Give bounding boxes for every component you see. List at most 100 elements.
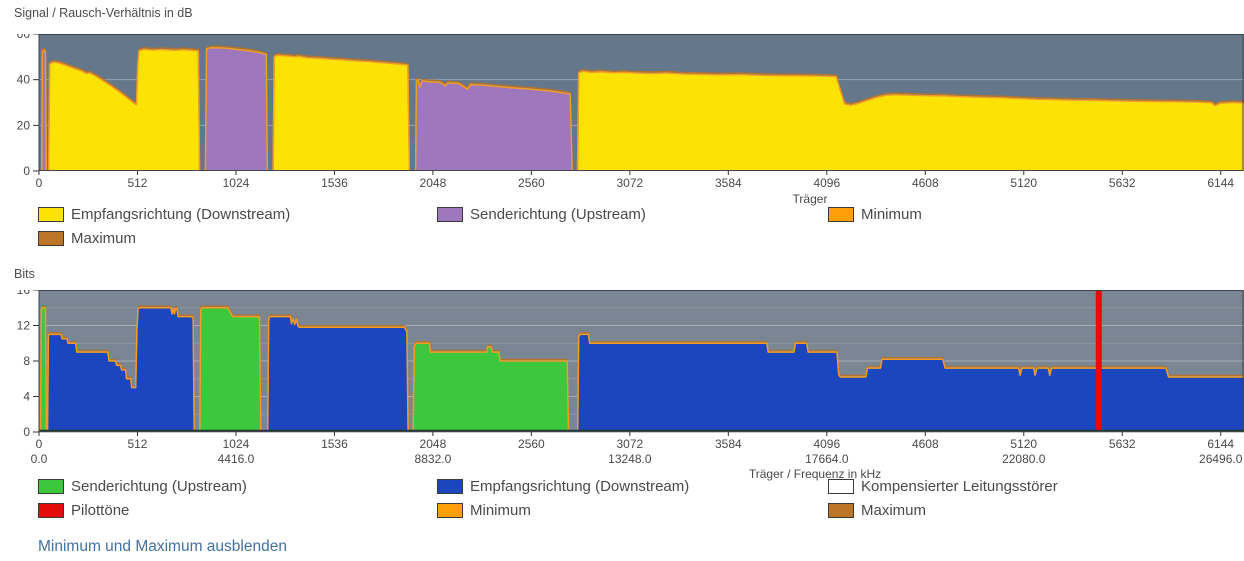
y-tick-label: 20 bbox=[17, 118, 31, 132]
area-segment-upstream-band-1 bbox=[199, 307, 261, 432]
x-tick-label: 2560 bbox=[518, 176, 545, 190]
x-axis-label: Träger bbox=[793, 192, 828, 206]
min-line-upstream-band-0 bbox=[39, 307, 48, 433]
legend-item: Kompensierter Leitungsstörer bbox=[828, 478, 1244, 495]
area-segment-downstream-band-2 bbox=[273, 55, 410, 172]
legend-swatch-icon bbox=[38, 231, 64, 246]
x-tick-label: 6144 bbox=[1207, 437, 1234, 451]
x-tick-label: 1024 bbox=[223, 437, 250, 451]
max-line-downstream-band-1 bbox=[47, 47, 201, 170]
x-freq-label: 13248.0 bbox=[608, 452, 652, 466]
x-tick-label: 4096 bbox=[813, 437, 840, 451]
min-line-upstream-band-1 bbox=[199, 307, 262, 433]
x-tick-label: 3584 bbox=[715, 176, 742, 190]
x-tick-label: 1024 bbox=[223, 176, 250, 190]
area-segment-downstream-band-2 bbox=[267, 316, 409, 432]
legend-item: Empfangsrichtung (Downstream) bbox=[437, 478, 828, 495]
x-tick-label: 512 bbox=[127, 437, 147, 451]
area-segment-upstream-band-0 bbox=[40, 307, 47, 432]
snr-chart: 0 20 40 60 0 512 1024 1536 2048 2560 3072 3584 4096 4… bbox=[17, 34, 1244, 206]
x-freq-label: 4416.0 bbox=[218, 452, 255, 466]
snr-chart-title: Signal / Rausch-Verhältnis in dB bbox=[14, 6, 193, 20]
x-tick-label: 5632 bbox=[1109, 176, 1136, 190]
x-tick-label: 6144 bbox=[1207, 176, 1234, 190]
min-line-downstream-band-2 bbox=[272, 54, 411, 172]
legend-label: Senderichtung (Upstream) bbox=[71, 478, 247, 495]
min-line-upstream-band-2 bbox=[414, 78, 573, 172]
legend-swatch-icon bbox=[38, 207, 64, 222]
legend-label: Senderichtung (Upstream) bbox=[470, 206, 646, 223]
legend-item: Maximum bbox=[828, 502, 1244, 519]
y-tick-label: 8 bbox=[23, 354, 30, 368]
legend-label: Maximum bbox=[861, 502, 927, 519]
legend-label: Empfangsrichtung (Downstream) bbox=[470, 478, 690, 495]
area-segment-downstream-band-1 bbox=[48, 49, 200, 171]
y-tick-label: 40 bbox=[17, 73, 31, 87]
min-line-downstream-band-1 bbox=[46, 307, 195, 433]
legend-item: Senderichtung (Upstream) bbox=[437, 206, 828, 223]
pilot-tone-marker bbox=[1095, 290, 1102, 432]
x-tick-label: 2560 bbox=[518, 437, 545, 451]
min-line-upstream-band-0 bbox=[40, 49, 48, 172]
x-freq-label: 8832.0 bbox=[415, 452, 452, 466]
x-tick-label: 512 bbox=[127, 176, 147, 190]
min-line-upstream-band-2 bbox=[412, 342, 570, 433]
area-segment-upstream-band-2 bbox=[415, 79, 573, 171]
area-segment-upstream-band-1 bbox=[205, 47, 268, 172]
x-freq-label: 26496.0 bbox=[1199, 452, 1243, 466]
x-tick-label: 5120 bbox=[1010, 437, 1037, 451]
legend-item: Minimum bbox=[828, 206, 1244, 223]
x-freq-label: 22080.0 bbox=[1002, 452, 1046, 466]
bits-chart-title: Bits bbox=[14, 267, 35, 281]
y-tick-label: 12 bbox=[17, 319, 31, 333]
x-tick-label: 4608 bbox=[912, 437, 939, 451]
legend-item: Empfangsrichtung (Downstream) bbox=[38, 206, 437, 223]
max-line-upstream-band-1 bbox=[199, 305, 262, 431]
min-line-downstream-band-3 bbox=[576, 333, 1244, 433]
min-line-downstream-band-3 bbox=[576, 70, 1244, 172]
x-tick-label: 2048 bbox=[420, 176, 447, 190]
x-tick-label: 2048 bbox=[420, 437, 447, 451]
max-line-downstream-band-2 bbox=[272, 52, 411, 170]
x-tick-label: 1536 bbox=[321, 176, 348, 190]
x-freq-label: 17664.0 bbox=[805, 452, 849, 466]
y-tick-label: 4 bbox=[23, 390, 30, 404]
y-tick-label: 60 bbox=[17, 34, 31, 41]
bits-chart-legend: Senderichtung (Upstream) Empfangsrichtung… bbox=[0, 478, 1244, 519]
x-tick-label: 0 bbox=[36, 437, 43, 451]
max-line-upstream-band-1 bbox=[204, 45, 268, 170]
legend-item: Senderichtung (Upstream) bbox=[38, 478, 437, 495]
area-segment-downstream-band-3 bbox=[577, 71, 1244, 171]
x-tick-label: 5632 bbox=[1109, 437, 1136, 451]
snr-chart-legend: Empfangsrichtung (Downstream) Senderichtu… bbox=[0, 206, 1244, 247]
area-segment-downstream-band-3 bbox=[577, 334, 1244, 432]
y-tick-label: 0 bbox=[23, 425, 30, 439]
legend-label: Kompensierter Leitungsstörer bbox=[861, 478, 1058, 495]
x-tick-label: 4608 bbox=[912, 176, 939, 190]
legend-item: Pilottöne bbox=[38, 502, 437, 519]
x-tick-label: 0 bbox=[36, 176, 43, 190]
legend-swatch-icon bbox=[828, 207, 854, 222]
bits-chart: 0 4 8 12 16 0 512 1024 1536 2048 2560 3072 3584 4096 4… bbox=[17, 290, 1244, 481]
legend-label: Maximum bbox=[71, 230, 137, 247]
min-line-upstream-band-1 bbox=[204, 46, 269, 172]
legend-label: Pilottöne bbox=[71, 502, 130, 519]
legend-label: Minimum bbox=[861, 206, 922, 223]
plot-frame bbox=[38, 34, 1244, 171]
legend-swatch-icon bbox=[437, 503, 463, 518]
legend-label: Minimum bbox=[470, 502, 531, 519]
x-tick-label: 3072 bbox=[617, 437, 644, 451]
legend-label: Empfangsrichtung (Downstream) bbox=[71, 206, 291, 223]
x-tick-label: 3584 bbox=[715, 437, 742, 451]
legend-swatch-icon bbox=[437, 479, 463, 494]
legend-swatch-icon bbox=[38, 503, 64, 518]
max-line-downstream-band-3 bbox=[576, 68, 1244, 170]
toggle-minmax-link[interactable]: Minimum und Maximum ausblenden bbox=[38, 538, 287, 555]
min-line-downstream-band-2 bbox=[266, 315, 409, 433]
legend-swatch-icon bbox=[38, 479, 64, 494]
y-tick-label: 16 bbox=[17, 290, 31, 297]
x-tick-label: 4096 bbox=[813, 176, 840, 190]
legend-item: Minimum bbox=[437, 502, 828, 519]
x-axis-label: Träger / Frequenz in kHz bbox=[749, 467, 881, 481]
